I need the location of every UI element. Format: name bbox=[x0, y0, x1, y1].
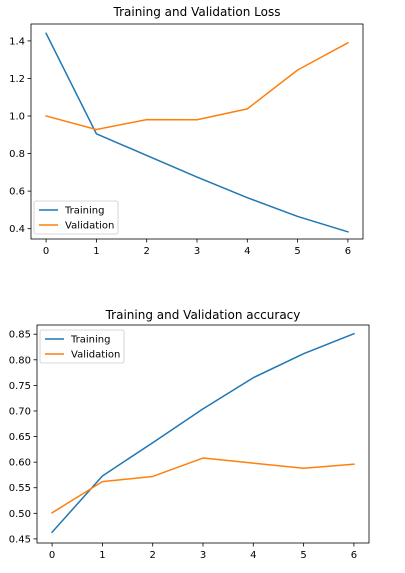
y-tick-label: 1.4 bbox=[9, 36, 25, 47]
y-tick-label: 0.45 bbox=[9, 534, 31, 545]
legend-label-training: Training bbox=[64, 206, 104, 217]
legend-label-validation: Validation bbox=[65, 221, 114, 232]
x-tick-label: 4 bbox=[244, 246, 250, 257]
legend-label-training: Training bbox=[70, 335, 110, 346]
y-tick-label: 0.55 bbox=[9, 483, 31, 494]
legend-label-validation: Validation bbox=[71, 350, 120, 361]
y-tick-label: 0.50 bbox=[9, 509, 31, 520]
series-line-training bbox=[45, 32, 349, 233]
x-tick-label: 2 bbox=[144, 246, 150, 257]
series-line-validation bbox=[51, 457, 355, 514]
x-tick-label: 5 bbox=[300, 550, 306, 561]
x-tick-label: 4 bbox=[250, 550, 256, 561]
series-line-validation bbox=[45, 41, 349, 131]
x-tick-label: 3 bbox=[200, 550, 206, 561]
accuracy-chart: Training and Validation accuracy 0 1 2 3 4 5 6 0… bbox=[9, 308, 370, 561]
y-tick-label: 0.65 bbox=[9, 432, 31, 443]
y-tick-label: 0.75 bbox=[9, 381, 31, 392]
y-tick-label: 1.2 bbox=[9, 74, 25, 85]
chart-title: Training and Validation accuracy bbox=[105, 308, 301, 322]
x-tick-label: 1 bbox=[99, 550, 105, 561]
x-tick-label: 5 bbox=[294, 246, 300, 257]
x-tick-label: 6 bbox=[345, 246, 351, 257]
y-tick-label: 0.8 bbox=[9, 149, 25, 160]
x-tick-label: 0 bbox=[43, 246, 49, 257]
y-tick-label: 0.4 bbox=[9, 224, 25, 235]
y-tick-label: 0.60 bbox=[9, 458, 31, 469]
y-tick-label: 0.85 bbox=[9, 330, 31, 341]
loss-chart: Training and Validation Loss 0 1 2 3 4 5 6 0.4 0.… bbox=[9, 5, 364, 257]
y-tick-label: 0.70 bbox=[9, 406, 31, 417]
x-tick-label: 6 bbox=[351, 550, 357, 561]
x-tick-label: 0 bbox=[49, 550, 55, 561]
y-tick-label: 1.0 bbox=[9, 112, 25, 123]
series-line-training bbox=[51, 332, 355, 534]
x-tick-label: 2 bbox=[150, 550, 156, 561]
chart-title: Training and Validation Loss bbox=[113, 5, 281, 19]
x-tick-label: 1 bbox=[93, 246, 99, 257]
y-tick-label: 0.80 bbox=[9, 355, 31, 366]
legend: Training Validation bbox=[39, 329, 125, 364]
x-tick-label: 3 bbox=[194, 246, 200, 257]
legend: Training Validation bbox=[33, 200, 119, 235]
y-tick-label: 0.6 bbox=[9, 187, 25, 198]
